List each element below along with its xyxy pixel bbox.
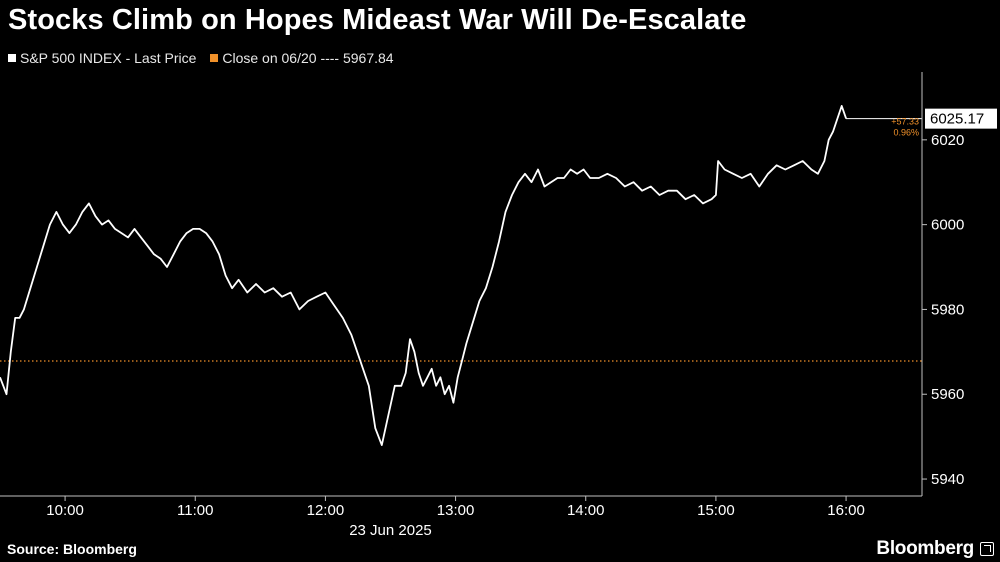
x-tick-label: 10:00	[46, 502, 84, 519]
source-note: Source: Bloomberg	[7, 541, 137, 557]
y-tick-label: 5980	[931, 301, 964, 318]
price-line	[0, 105, 847, 447]
legend-label-close: Close on 06/20 ---- 5967.84	[222, 50, 394, 66]
x-tick-label: 15:00	[697, 502, 735, 519]
x-tick-label: 14:00	[567, 502, 605, 519]
y-tick-label: 6000	[931, 217, 964, 234]
x-date-label: 23 Jun 2025	[349, 522, 432, 539]
y-tick-label: 5940	[931, 471, 964, 488]
legend-item-price: S&P 500 INDEX - Last Price	[8, 50, 196, 66]
last-value-label: 6025.17	[930, 111, 984, 128]
brand-logo: Bloomberg	[876, 538, 974, 559]
legend-item-close: Close on 06/20 ---- 5967.84	[210, 50, 394, 66]
y-tick-label: 5960	[931, 386, 964, 403]
y-tick-label: 6020	[931, 132, 964, 149]
legend-swatch-price	[8, 54, 16, 62]
brand-arrow-icon	[980, 542, 994, 556]
change-pct-label: 0.96%	[893, 128, 919, 138]
last-value-box	[925, 108, 997, 129]
x-tick-label: 12:00	[307, 502, 345, 519]
x-tick-label: 16:00	[827, 502, 865, 519]
x-tick-label: 11:00	[177, 502, 213, 519]
legend-swatch-close	[210, 54, 219, 62]
legend-label-price: S&P 500 INDEX - Last Price	[20, 50, 197, 66]
chart-title: Stocks Climb on Hopes Mideast War Will D…	[8, 4, 747, 36]
x-tick-label: 13:00	[437, 502, 475, 519]
change-label: +57.33	[891, 117, 919, 127]
legend: S&P 500 INDEX - Last Price Close on 06/2…	[8, 50, 408, 66]
